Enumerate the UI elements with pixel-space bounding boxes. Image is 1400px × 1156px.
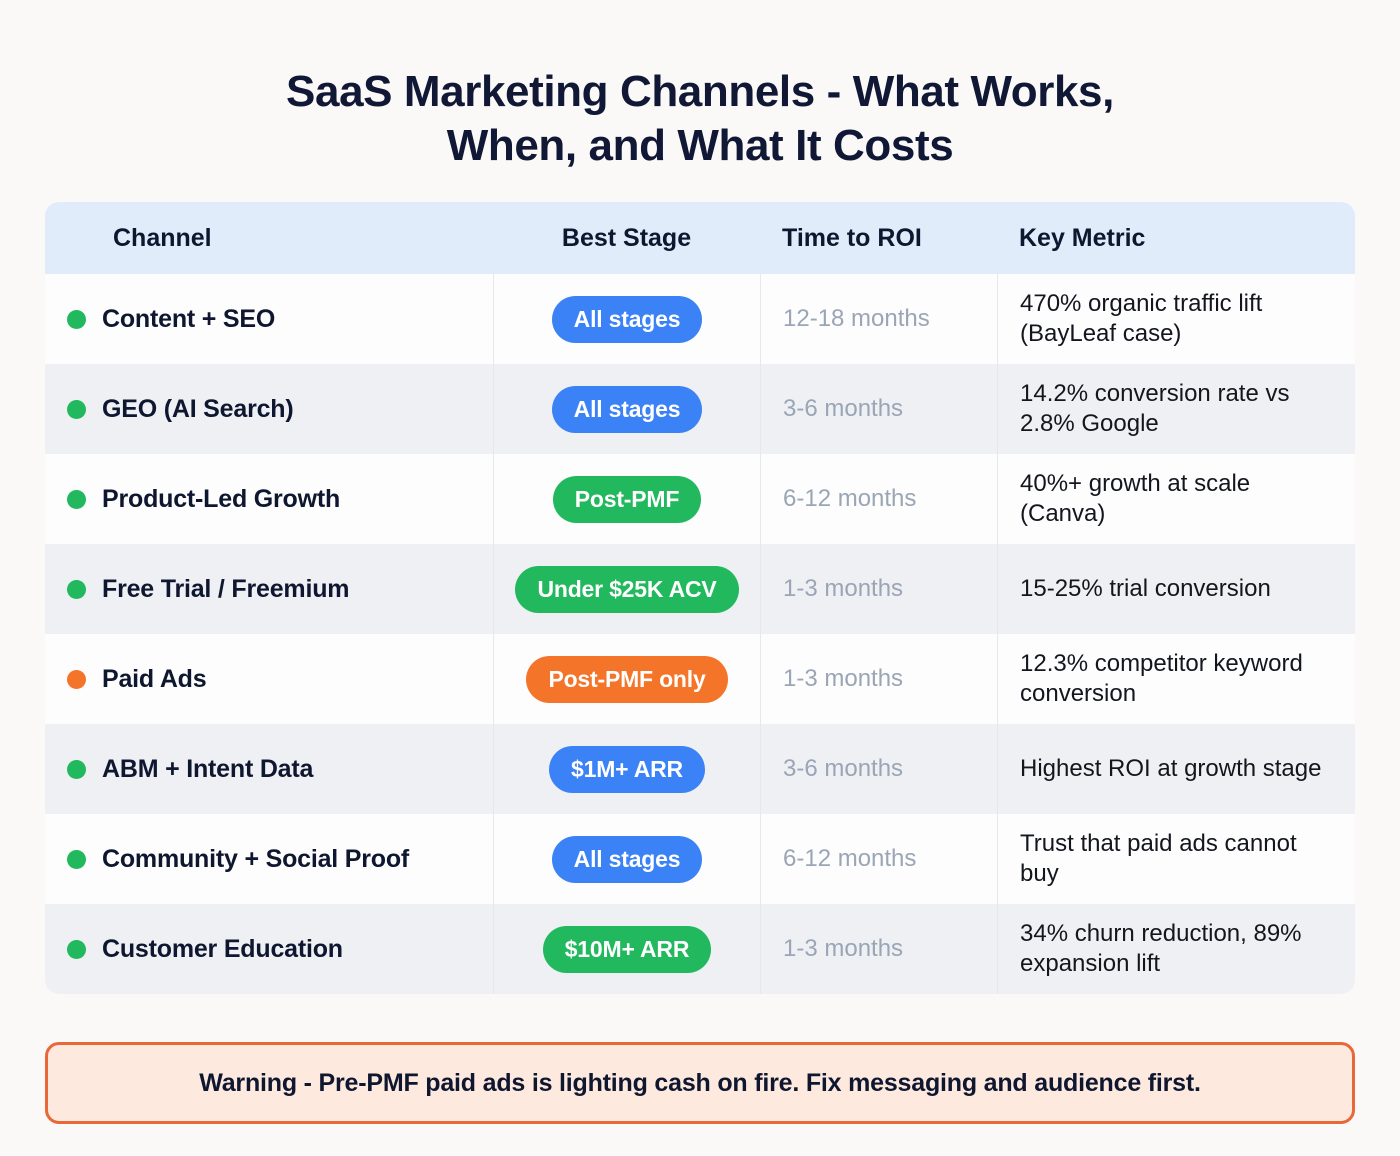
time-to-roi-text: 6-12 months [783, 485, 917, 513]
cell-key-metric: 40%+ growth at scale (Canva) [997, 454, 1355, 545]
infographic-page: SaaS Marketing Channels - What Works, Wh… [0, 29, 1400, 1156]
page-title-line-2: When, and What It Costs [446, 121, 954, 171]
stage-badge: $1M+ ARR [549, 745, 705, 793]
status-dot-icon [67, 759, 86, 779]
time-to-roi-text: 3-6 months [783, 395, 904, 423]
cell-channel: Community + Social Proof [45, 814, 493, 904]
status-dot-icon [67, 579, 86, 599]
channels-table: Channel Best Stage Time to ROI Key Metri… [45, 202, 1355, 995]
table-body: Content + SEO All stages 12-18 months 470% … [45, 274, 1355, 995]
time-to-roi-text: 3-6 months [783, 755, 904, 783]
key-metric-text: 15-25% trial conversion [1020, 574, 1271, 602]
cell-time-to-roi: 6-12 months [760, 454, 997, 545]
cell-key-metric: 14.2% conversion rate vs 2.8% Google [997, 364, 1355, 455]
column-header-key-metric: Key Metric [1019, 223, 1146, 252]
time-to-roi-text: 6-12 months [783, 845, 917, 873]
cell-best-stage: All stages [493, 364, 760, 455]
table-row: Product-Led Growth Post-PMF 6-12 months 40%… [45, 454, 1355, 545]
key-metric-text: 34% churn reduction, 89% expansion lift [1020, 919, 1302, 978]
table-row: Content + SEO All stages 12-18 months 470% … [45, 274, 1355, 365]
stage-badge: Post-PMF only [526, 655, 728, 703]
key-metric-text: 12.3% competitor keyword conversion [1020, 649, 1303, 708]
warning-banner: Warning - Pre-PMF paid ads is lighting c… [45, 1042, 1355, 1125]
cell-channel: ABM + Intent Data [45, 724, 493, 814]
channel-name: Customer Education [102, 934, 343, 963]
page-title-line-1: SaaS Marketing Channels - What Works, [286, 67, 1114, 117]
cell-best-stage: Under $25K ACV [493, 544, 760, 635]
status-dot-icon [67, 939, 86, 959]
column-header-channel: Channel [113, 223, 212, 252]
stage-badge: Under $25K ACV [515, 565, 739, 613]
cell-best-stage: Post-PMF [493, 454, 760, 545]
channel-name: ABM + Intent Data [102, 754, 314, 783]
key-metric-text: 470% organic traffic lift (BayLeaf case) [1020, 289, 1263, 348]
stage-badge: All stages [551, 835, 703, 883]
stage-badge: Post-PMF [552, 475, 702, 523]
table-header-row: Channel Best Stage Time to ROI Key Metri… [45, 202, 1355, 275]
table-row: Customer Education $10M+ ARR 1-3 months 34%… [45, 904, 1355, 995]
cell-time-to-roi: 12-18 months [760, 274, 997, 365]
key-metric-text: 14.2% conversion rate vs 2.8% Google [1020, 379, 1290, 438]
column-header-best-stage: Best Stage [561, 223, 692, 252]
time-to-roi-text: 1-3 months [783, 575, 904, 603]
cell-key-metric: Highest ROI at growth stage [997, 724, 1355, 815]
cell-time-to-roi: 1-3 months [760, 544, 997, 635]
cell-time-to-roi: 6-12 months [760, 814, 997, 905]
status-dot-icon [67, 849, 86, 869]
cell-best-stage: All stages [493, 814, 760, 905]
cell-channel: Free Trial / Freemium [45, 544, 493, 634]
channel-name: Community + Social Proof [102, 844, 410, 873]
cell-channel: GEO (AI Search) [45, 364, 493, 454]
key-metric-text: Highest ROI at growth stage [1020, 754, 1322, 782]
channel-name: Free Trial / Freemium [102, 574, 350, 603]
table-row: Free Trial / Freemium Under $25K ACV 1-3 m… [45, 544, 1355, 635]
stage-badge: $10M+ ARR [542, 925, 712, 973]
time-to-roi-text: 1-3 months [783, 935, 904, 963]
status-dot-icon [67, 309, 86, 329]
status-dot-icon [67, 489, 86, 509]
table-row: GEO (AI Search) All stages 3-6 months 14.2%… [45, 364, 1355, 455]
cell-time-to-roi: 1-3 months [760, 634, 997, 725]
page-title: SaaS Marketing Channels - What Works, Wh… [0, 29, 1400, 172]
time-to-roi-text: 1-3 months [783, 665, 904, 693]
cell-best-stage: All stages [493, 274, 760, 365]
cell-key-metric: 15-25% trial conversion [997, 544, 1355, 635]
warning-banner-text: Warning - Pre-PMF paid ads is lighting c… [199, 1068, 1201, 1097]
cell-channel: Content + SEO [45, 274, 493, 364]
key-metric-text: 40%+ growth at scale (Canva) [1020, 469, 1251, 528]
cell-key-metric: 12.3% competitor keyword conversion [997, 634, 1355, 725]
channel-name: GEO (AI Search) [102, 394, 294, 423]
cell-time-to-roi: 3-6 months [760, 724, 997, 815]
table-row: Paid Ads Post-PMF only 1-3 months 12.3% com… [45, 634, 1355, 725]
cell-best-stage: $10M+ ARR [493, 904, 760, 995]
cell-time-to-roi: 3-6 months [760, 364, 997, 455]
cell-channel: Customer Education [45, 904, 493, 994]
stage-badge: All stages [551, 295, 703, 343]
cell-best-stage: Post-PMF only [493, 634, 760, 725]
cell-key-metric: Trust that paid ads cannot buy [997, 814, 1355, 905]
cell-channel: Paid Ads [45, 634, 493, 724]
stage-badge: All stages [551, 385, 703, 433]
cell-key-metric: 34% churn reduction, 89% expansion lift [997, 904, 1355, 995]
channel-name: Product-Led Growth [102, 484, 341, 513]
column-header-time-to-roi: Time to ROI [782, 223, 922, 252]
channel-name: Paid Ads [102, 664, 207, 693]
status-dot-icon [67, 399, 86, 419]
time-to-roi-text: 12-18 months [783, 305, 930, 333]
channel-name: Content + SEO [102, 304, 276, 333]
cell-key-metric: 470% organic traffic lift (BayLeaf case) [997, 274, 1355, 365]
status-dot-icon [67, 669, 86, 689]
cell-channel: Product-Led Growth [45, 454, 493, 544]
table-row: Community + Social Proof All stages 6-12 m… [45, 814, 1355, 905]
cell-best-stage: $1M+ ARR [493, 724, 760, 815]
cell-time-to-roi: 1-3 months [760, 904, 997, 995]
table-row: ABM + Intent Data $1M+ ARR 3-6 months Highe… [45, 724, 1355, 815]
key-metric-text: Trust that paid ads cannot buy [1020, 829, 1297, 888]
